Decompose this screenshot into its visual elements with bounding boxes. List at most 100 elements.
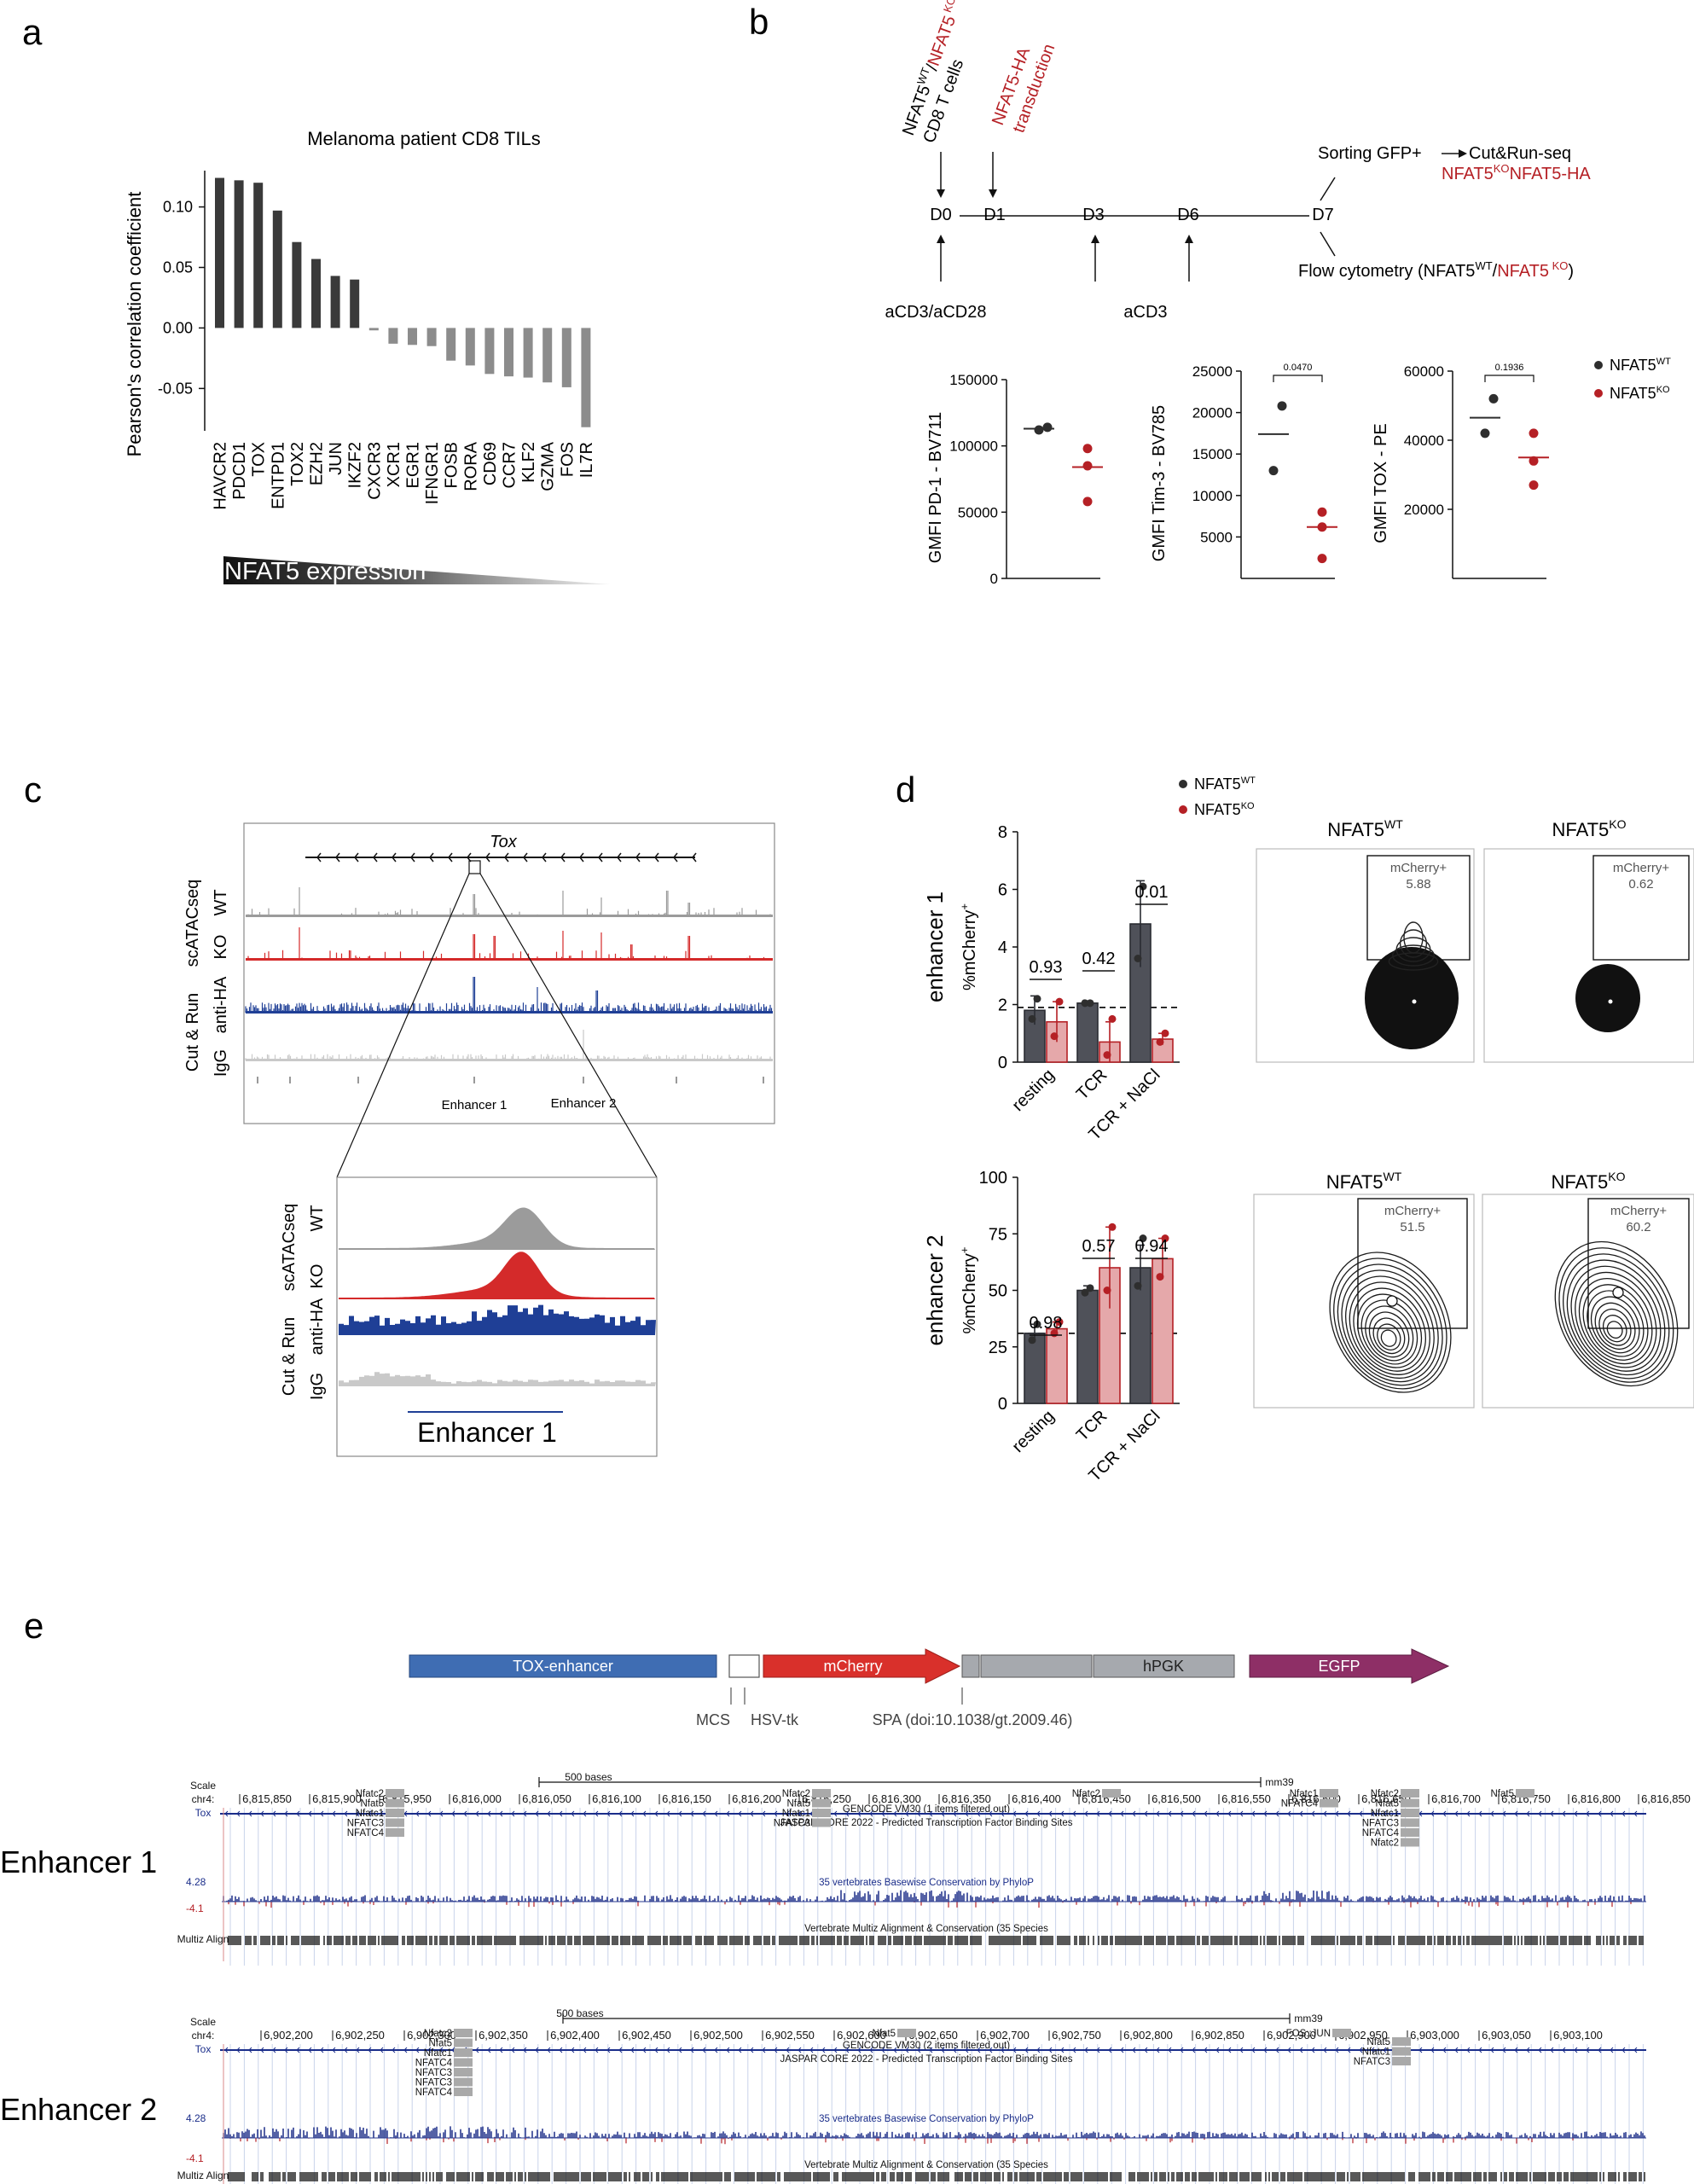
cutrun-sub: NFAT5KONFAT5-HA: [1442, 162, 1591, 183]
flow-center: [1612, 1287, 1624, 1298]
browser-strand-arrow: [881, 2047, 885, 2053]
a-category-label: XCR1: [385, 442, 403, 487]
browser-strand-arrow: [1514, 1810, 1518, 1817]
legend-wt-sup: WT: [1656, 357, 1671, 367]
browser-tick-label: 6,903,050: [1482, 2029, 1531, 2042]
browser-tick-label: 6,902,650: [908, 2029, 958, 2042]
stim-acd3: aCD3: [1123, 303, 1167, 322]
browser-tick-label: 6,903,000: [1410, 2029, 1459, 2042]
gene-strand-arrow: [392, 852, 397, 863]
d-legend-ko: NFAT5KO: [1194, 801, 1255, 818]
browser-tick-label: 6,903,100: [1553, 2029, 1603, 2042]
flow-plot-frame: [1483, 848, 1694, 1063]
browser-strand-arrow: [392, 2047, 396, 2053]
d-pvalue: 0.94: [1135, 1237, 1169, 1256]
b-ytick-label: 100000: [949, 439, 998, 455]
b-point: [1277, 401, 1287, 411]
tf-site-box: [386, 1809, 404, 1817]
d-ytick-label: 4: [998, 938, 1007, 957]
zoom-box: [468, 860, 481, 874]
browser-strand-arrow: [1526, 1810, 1530, 1817]
browser-strand-arrow: [929, 2047, 933, 2053]
tf-site-box: [812, 1789, 831, 1798]
a-category-label: IFNGR1: [423, 442, 442, 504]
browser-phylop-min: -4.1: [186, 2152, 204, 2164]
panel-d-legend: NFAT5WT NFAT5KO: [1179, 775, 1256, 818]
d-legend-wt-dot: [1179, 780, 1187, 788]
browser-scale-label: Scale: [190, 2016, 216, 2028]
browser-strand-arrow: [750, 2047, 754, 2053]
browser-multiz-side: Multiz Align: [177, 1933, 229, 1945]
b-pvalue-bracket: [1484, 375, 1534, 382]
flow-title-sup: KO: [1609, 817, 1626, 831]
browser-strand-arrow: [690, 1810, 694, 1817]
browser-tick-label: 6,816,700: [1431, 1792, 1481, 1805]
browser-strand-arrow: [965, 1810, 969, 1817]
browser-strand-arrow: [1263, 2047, 1268, 2053]
tf-site-box: [1392, 2057, 1411, 2065]
hpgk-box-left: [980, 1654, 1093, 1678]
atac-label: scATACseq: [183, 880, 202, 967]
browser-multiz-side: Multiz Align: [177, 2169, 229, 2181]
browser-strand-arrow: [654, 2047, 658, 2053]
a-bar: [292, 241, 302, 328]
browser-strand-arrow: [1633, 1810, 1638, 1817]
b-point: [1529, 480, 1539, 491]
d-point: [1103, 1287, 1111, 1294]
b-y-label: GMFI Tim-3 - BV785: [1150, 405, 1169, 561]
d-pvalue: 0.57: [1082, 1237, 1116, 1256]
a-category-label: JUN: [327, 442, 345, 475]
browser-tick-label: 6,816,550: [1221, 1792, 1271, 1805]
browser-tick-label: 6,902,700: [980, 2029, 1030, 2042]
tf-site-label: NFATC3: [774, 1819, 810, 1829]
browser-strand-arrow: [953, 1810, 957, 1817]
d-y-label-text: %mCherry: [960, 1253, 979, 1333]
d-ytick-label: 25: [989, 1339, 1007, 1357]
browser-strand-arrow: [1072, 2047, 1076, 2053]
tf-site-box: [454, 2077, 473, 2087]
tf-site-box: [386, 1798, 404, 1808]
d-ytick-label: 8: [998, 823, 1007, 842]
browser-strand-arrow: [1347, 1810, 1351, 1817]
ko-label: KO: [212, 935, 230, 960]
arrow-d1-head: [989, 189, 997, 198]
browser-strand-arrow: [642, 2047, 647, 2053]
day-d6: D6: [1177, 206, 1199, 224]
browser-strand-arrow: [1060, 1810, 1065, 1817]
browser-phylop-min: -4.1: [186, 1902, 204, 1914]
browser-strand-arrow: [248, 1810, 252, 1817]
browser-strand-arrow: [583, 1810, 587, 1817]
d-ytick-label: 6: [998, 881, 1007, 900]
enhancer2-label: Enhancer 2: [551, 1096, 617, 1111]
a-bar: [581, 328, 591, 427]
a-category-label: IL7R: [577, 442, 596, 478]
browser-strand-arrow: [726, 1810, 730, 1817]
browser-strand-arrow: [595, 2047, 599, 2053]
flow-gate-label: mCherry+: [1613, 861, 1670, 875]
arrow-stim-d6-head: [1185, 235, 1193, 243]
a-category-label: FOS: [558, 442, 577, 477]
flow-contour: [1353, 1287, 1427, 1372]
flow-contour: [1602, 1315, 1627, 1343]
browser-strand-arrow: [798, 1810, 802, 1817]
flow-contour: [1392, 944, 1435, 967]
browser-strand-arrow: [511, 1810, 515, 1817]
tf-site-label: Nfatc1: [1290, 1789, 1318, 1799]
flow-contour: [1566, 1259, 1666, 1376]
a-bar: [446, 328, 456, 361]
browser-strand-arrow: [1371, 1810, 1375, 1817]
browser-strand-arrow: [1287, 1810, 1291, 1817]
tf-site-box: [1401, 1828, 1419, 1837]
browser-strand-arrow: [559, 1810, 563, 1817]
sorting-label: Sorting GFP+: [1318, 144, 1422, 163]
flow-center: [1412, 999, 1417, 1004]
browser-strand-arrow: [260, 2047, 264, 2053]
flow-contour: [1341, 1269, 1439, 1383]
tf-site-label: NFATC4: [415, 2059, 453, 2069]
browser-strand-arrow: [487, 1810, 491, 1817]
spa-box: [961, 1654, 980, 1678]
browser-strand-arrow: [403, 2047, 408, 2053]
browser-strand-arrow: [1048, 1810, 1053, 1817]
flow-contour: [1570, 1265, 1662, 1372]
tf-site-box: [1320, 1798, 1338, 1808]
